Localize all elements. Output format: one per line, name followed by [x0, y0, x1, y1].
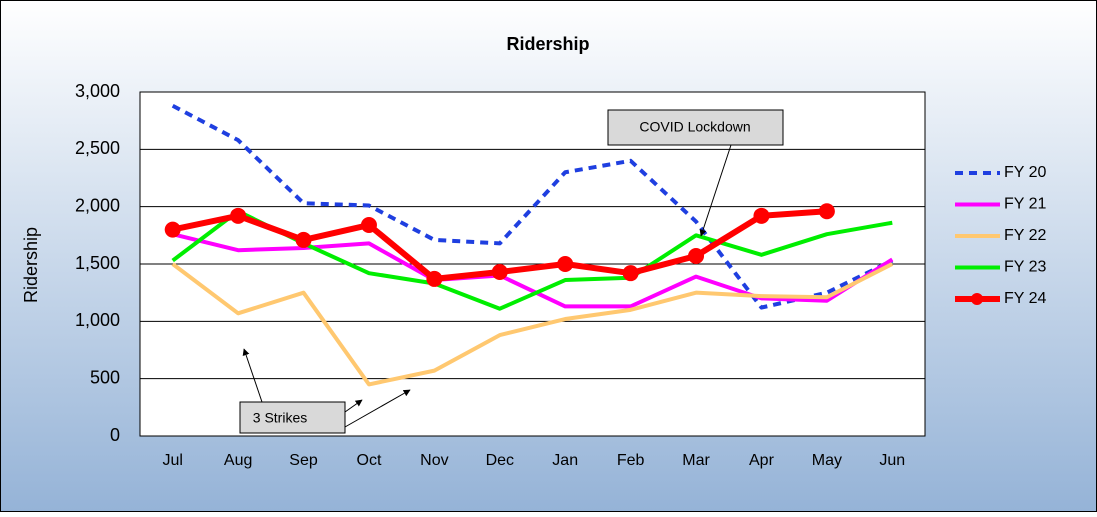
legend-label: FY 21	[1004, 196, 1047, 213]
data-point	[688, 247, 705, 264]
arrow	[242, 348, 263, 403]
y-tick-label: 2,500	[75, 138, 120, 158]
data-point	[557, 256, 574, 272]
data-point	[295, 231, 312, 248]
legend-label: FY 20	[1004, 164, 1047, 181]
y-tick-label: 3,000	[75, 81, 120, 101]
x-tick-label: Dec	[486, 452, 514, 469]
x-tick-label: Jun	[879, 452, 905, 469]
series-line	[171, 262, 894, 387]
data-point	[622, 265, 639, 282]
y-tick-label: 2,000	[75, 195, 120, 215]
annotation: COVID Lockdown	[639, 119, 750, 135]
chart-title: Ridership	[506, 34, 589, 54]
legend-label: FY 22	[1004, 227, 1047, 244]
data-point	[230, 207, 247, 224]
annotations: COVID Lockdown 3 Strikes	[239, 109, 784, 434]
x-tick-label: Feb	[617, 452, 645, 469]
y-axis-label: Ridership	[21, 227, 41, 303]
x-tick-label: Mar	[682, 452, 710, 469]
arrow	[344, 389, 411, 428]
data-point	[426, 270, 443, 287]
data-point	[164, 221, 181, 238]
annotation-box	[607, 109, 784, 146]
x-tick-label: Jan	[552, 452, 578, 469]
x-tick-label: Apr	[749, 452, 775, 469]
x-tick-label: Jul	[162, 452, 182, 469]
x-tick-label: Aug	[224, 452, 252, 469]
series-line	[172, 232, 894, 309]
legend-label: FY 24	[1004, 290, 1047, 307]
arrow	[699, 144, 732, 237]
legend-marker	[971, 293, 983, 305]
x-tick-label: May	[812, 452, 842, 469]
legend-label: FY 23	[1004, 259, 1047, 276]
y-tick-label: 0	[110, 425, 120, 445]
annotation-box	[239, 401, 346, 434]
data-point	[818, 203, 835, 220]
x-tick-label: Nov	[420, 452, 448, 469]
y-tick-label: 500	[90, 367, 120, 387]
data-point	[360, 217, 377, 234]
data-point	[753, 207, 770, 224]
y-tick-label: 1,500	[75, 253, 120, 273]
y-tick-label: 1,000	[75, 310, 120, 330]
arrow	[344, 399, 363, 413]
x-tick-label: Oct	[357, 452, 382, 469]
data-point	[491, 264, 508, 281]
annotation: 3 Strikes	[253, 410, 307, 426]
x-tick-label: Sep	[289, 452, 318, 469]
